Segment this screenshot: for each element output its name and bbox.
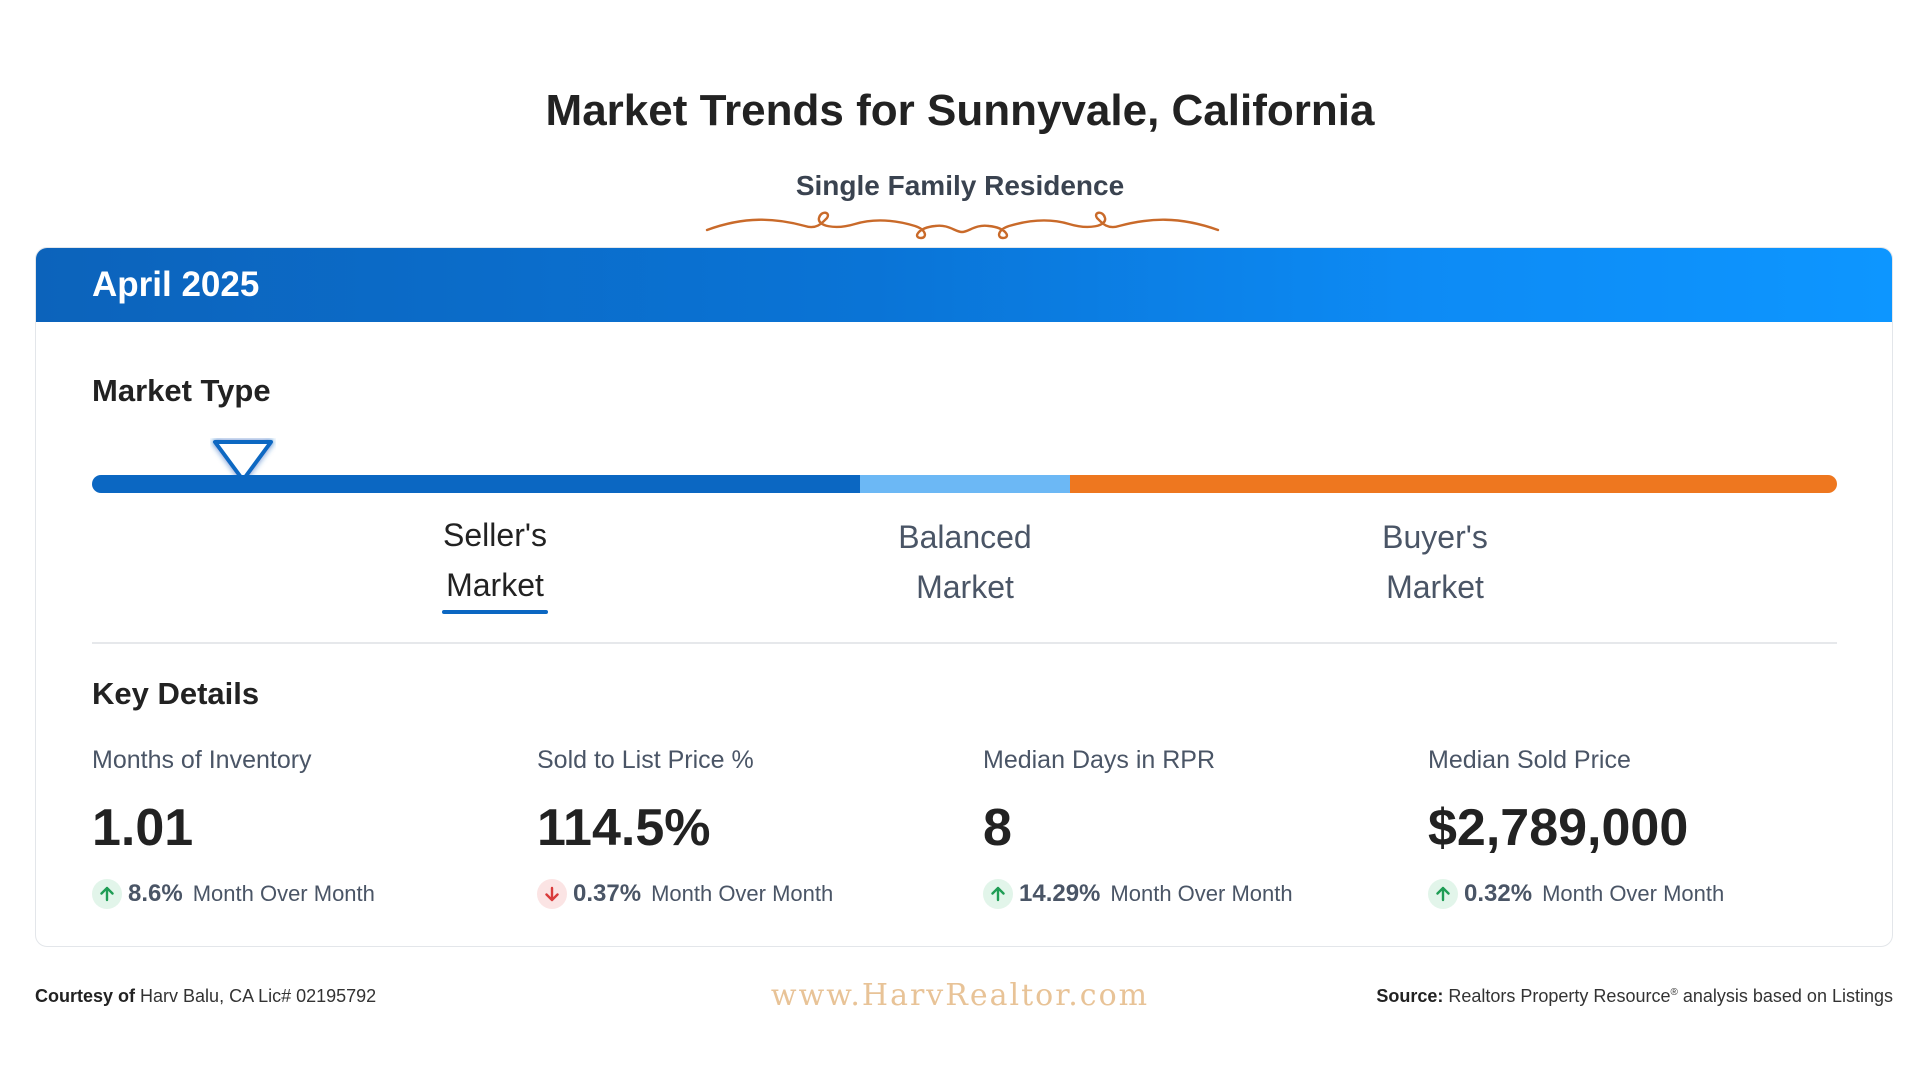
buyer-market-segment <box>1070 475 1837 493</box>
metric-change-period: Month Over Month <box>192 881 375 906</box>
metric-sold-to-list-price: Sold to List Price % 114.5% 0.37% Month … <box>537 746 957 910</box>
metric-change: 8.6% Month Over Month <box>92 878 512 910</box>
metric-change-period: Month Over Month <box>1542 881 1725 906</box>
source-label: Source: <box>1376 986 1444 1006</box>
balanced-label-line1: Balanced <box>898 519 1032 555</box>
metric-change-percent: 8.6% <box>128 880 183 907</box>
metric-value: $2,789,000 <box>1428 799 1689 857</box>
arrow-down-icon <box>537 879 567 909</box>
courtesy-text: Harv Balu, CA Lic# 02195792 <box>140 986 377 1006</box>
website-link[interactable]: www.HarvRealtor.com <box>770 978 1150 1013</box>
balanced-label-line2: Market <box>916 569 1014 605</box>
arrow-up-icon <box>92 879 122 909</box>
page-title: Market Trends for Sunnyvale, California <box>545 86 1375 135</box>
seller-label-line1: Seller's <box>443 517 547 553</box>
section-divider <box>92 642 1837 644</box>
buyer-label-line2: Market <box>1386 569 1484 605</box>
balanced-market-label: Balanced Market <box>870 512 1060 612</box>
source-suffix: analysis based on Listings <box>1682 986 1893 1006</box>
market-type-heading: Market Type <box>92 373 271 408</box>
courtesy-label: Courtesy of <box>35 986 136 1006</box>
active-market-underline <box>442 610 548 614</box>
metric-change: 0.32% Month Over Month <box>1428 878 1848 910</box>
buyer-market-label: Buyer's Market <box>1360 512 1510 612</box>
metric-label: Median Sold Price <box>1428 746 1631 774</box>
metric-label: Sold to List Price % <box>537 746 754 774</box>
source-text: Realtors Property Resource <box>1448 986 1671 1006</box>
metric-value: 1.01 <box>92 799 194 857</box>
metric-change-percent: 0.37% <box>573 880 642 907</box>
metric-change-percent: 14.29% <box>1019 880 1101 907</box>
metric-change-percent: 0.32% <box>1464 880 1533 907</box>
report-period: April 2025 <box>92 265 260 304</box>
market-trends-card: April 2025 <box>35 247 1893 947</box>
market-type-scale <box>92 475 1837 493</box>
balanced-market-segment <box>860 475 1070 493</box>
metric-value: 114.5% <box>537 799 711 857</box>
market-indicator-icon <box>213 440 273 482</box>
seller-market-segment <box>92 475 860 493</box>
key-details-heading: Key Details <box>92 676 260 711</box>
metric-change: 0.37% Month Over Month <box>537 878 957 910</box>
metric-change: 14.29% Month Over Month <box>983 878 1403 910</box>
metric-change-period: Month Over Month <box>651 881 834 906</box>
metric-label: Months of Inventory <box>92 746 312 774</box>
arrow-up-icon <box>983 879 1013 909</box>
arrow-up-icon <box>1428 879 1458 909</box>
registered-mark: ® <box>1670 987 1678 998</box>
metric-median-days-in-rpr: Median Days in RPR 8 14.29% Month Over M… <box>983 746 1403 910</box>
page-subtitle: Single Family Residence <box>795 170 1125 201</box>
source-note: Source: Realtors Property Resource® anal… <box>1376 986 1893 1007</box>
metric-months-of-inventory: Months of Inventory 1.01 8.6% Month Over… <box>92 746 512 910</box>
metric-label: Median Days in RPR <box>983 746 1216 774</box>
metric-median-sold-price: Median Sold Price $2,789,000 0.32% Month… <box>1428 746 1848 910</box>
seller-label-line2: Market <box>446 567 544 603</box>
seller-market-label: Seller's Market <box>430 510 560 614</box>
decorative-flourish-icon <box>705 211 1220 240</box>
buyer-label-line1: Buyer's <box>1382 519 1488 555</box>
metric-value: 8 <box>983 799 1012 857</box>
card-header: April 2025 <box>36 248 1892 322</box>
courtesy-note: Courtesy of Harv Balu, CA Lic# 02195792 <box>35 986 376 1007</box>
metric-change-period: Month Over Month <box>1110 881 1293 906</box>
